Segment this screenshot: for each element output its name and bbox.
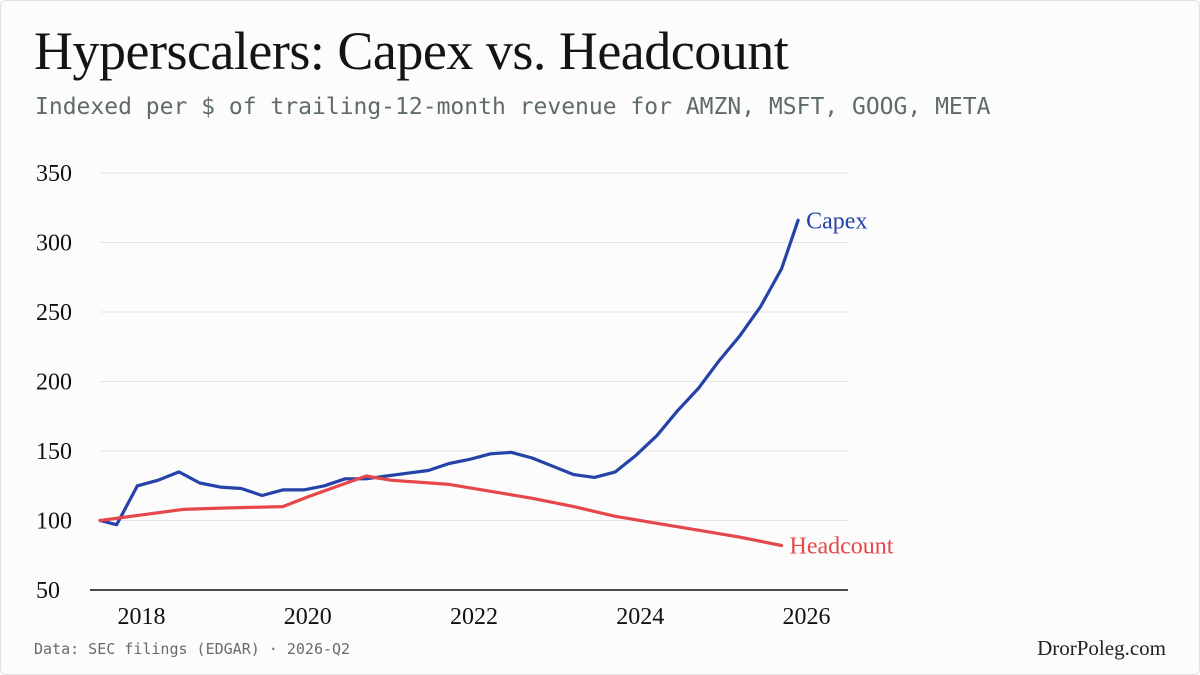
x-tick-label: 2022 (450, 604, 498, 630)
y-axis-ticks: 50 100 150 200 250 300 350 (36, 161, 72, 604)
series-line-capex (98, 218, 800, 527)
gridlines (100, 172, 848, 521)
chart-title: Hyperscalers: Capex vs. Headcount (34, 21, 789, 81)
series-label-headcount: Headcount (790, 534, 894, 560)
series-line-headcount (98, 474, 784, 548)
y-tick-label: 150 (36, 439, 72, 465)
y-tick-label: 50 (36, 578, 60, 604)
data-source-note: Data: SEC filings (EDGAR) · 2026-Q2 (34, 640, 351, 658)
chart-subtitle: Indexed per $ of trailing-12-month reven… (35, 94, 991, 120)
series-lines (98, 218, 800, 548)
brand-watermark: DrorPoleg.com (1037, 636, 1166, 660)
series-labels: Capex Headcount (790, 208, 894, 559)
series-label-capex: Capex (806, 208, 867, 234)
x-tick-label: 2020 (284, 604, 332, 630)
x-tick-label: 2026 (782, 604, 830, 630)
y-tick-label: 350 (36, 161, 72, 187)
y-tick-label: 100 (36, 509, 72, 535)
y-tick-label: 300 (36, 231, 72, 257)
y-tick-label: 200 (36, 370, 72, 396)
x-tick-label: 2018 (118, 604, 166, 630)
x-axis-ticks: 2018 2020 2022 2024 2026 (118, 604, 831, 630)
y-tick-label: 250 (36, 300, 72, 326)
x-tick-label: 2024 (616, 604, 664, 630)
